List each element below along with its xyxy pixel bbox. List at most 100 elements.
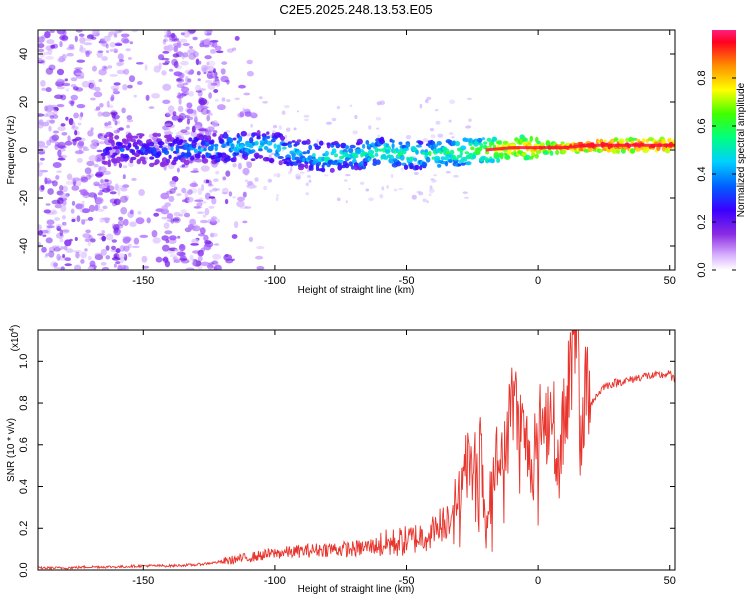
spectrogram-ridge-mark xyxy=(183,159,190,166)
spectrogram-ridge-mark xyxy=(191,141,197,147)
spectrogram-ridge-mark xyxy=(460,145,467,151)
spectrogram-ridge-mark xyxy=(362,144,366,149)
spectrogram-noise-mark xyxy=(44,177,48,185)
spectrogram-speckle-mark xyxy=(368,197,374,202)
spectrogram-noise-mark xyxy=(41,34,49,39)
spectrogram-noise-mark xyxy=(226,48,234,53)
spectrogram-noise-mark xyxy=(70,100,75,107)
snr-x-tick-label: -150 xyxy=(132,575,154,587)
spectrogram-noise-mark xyxy=(224,79,230,83)
spectrogram-noise-mark xyxy=(203,234,209,242)
spectrogram-noise-mark xyxy=(163,38,168,42)
spectrogram-noise-mark xyxy=(192,250,201,254)
spectrogram-ridge-mark xyxy=(317,145,322,149)
spectrogram-noise-mark xyxy=(75,72,82,76)
spectrogram-noise-mark xyxy=(42,58,46,65)
spectrogram-noise-mark xyxy=(110,96,114,102)
spectrogram-speckle-mark xyxy=(305,192,310,196)
spectrogram-speckle-mark xyxy=(398,188,403,190)
spectrogram-ridge-mark xyxy=(365,140,370,145)
spectrogram-ridge-mark xyxy=(214,143,219,148)
spectrogram-noise-mark xyxy=(193,206,202,209)
spectrogram-ridge-mark xyxy=(415,144,422,148)
spectrogram-noise-mark xyxy=(198,60,202,65)
spectrogram-noise-mark xyxy=(38,140,46,148)
spectrogram-ridge-mark xyxy=(349,144,356,149)
spectrogram-noise-mark xyxy=(88,204,96,212)
spectrogram-ridge-mark xyxy=(413,157,418,162)
spectrogram-ridge-mark xyxy=(374,147,379,153)
spectrogram-noise-mark xyxy=(237,196,245,202)
spectrogram-noise-mark xyxy=(170,32,176,39)
spectrogram-noise-mark xyxy=(120,33,130,38)
spectrogram-noise-mark xyxy=(207,70,216,74)
spectrogram-noise-mark xyxy=(98,79,103,82)
spectrogram-ridge-mark xyxy=(418,140,424,145)
spectrogram-speckle-mark xyxy=(246,161,249,166)
spectrogram-ridge-mark xyxy=(367,149,375,155)
spectrogram-noise-mark xyxy=(200,107,209,115)
spectrogram-speckle-mark xyxy=(419,103,423,109)
spectrogram-ridge-mark xyxy=(667,137,672,143)
spectrogram-noise-mark xyxy=(38,113,45,117)
spectrogram-x-tick-label: -150 xyxy=(132,275,154,287)
spectrogram-noise-mark xyxy=(181,187,187,194)
spectrogram-noise-mark xyxy=(64,140,73,146)
spectrogram-speckle-mark xyxy=(422,198,427,203)
spectrogram-ridge-mark xyxy=(185,151,192,158)
spectrogram-ridge-mark xyxy=(344,145,350,150)
spectrogram-ridge-mark xyxy=(459,151,463,157)
spectrogram-speckle-mark xyxy=(222,192,228,195)
spectrogram-ridge-mark xyxy=(320,167,326,173)
spectrogram-ridge-mark xyxy=(348,147,354,154)
spectrogram-noise-mark xyxy=(48,125,52,132)
spectrogram-noise-mark xyxy=(177,235,181,239)
spectrogram-noise-mark xyxy=(128,75,136,83)
colorbar-tick-label: 0.8 xyxy=(696,70,708,85)
spectrogram-speckle-mark xyxy=(300,171,305,174)
spectrogram-ridge-mark xyxy=(379,139,385,145)
spectrogram-noise-mark xyxy=(68,118,74,126)
spectrogram-noise-mark xyxy=(109,41,116,48)
spectrogram-noise-mark xyxy=(123,218,129,226)
spectrogram-noise-mark xyxy=(101,230,105,234)
spectrogram-noise-mark xyxy=(128,161,134,168)
spectrogram-ridge-mark xyxy=(324,150,329,157)
spectrogram-ridge-mark xyxy=(287,141,292,145)
spectrogram-noise-mark xyxy=(248,236,254,242)
spectrogram-noise-mark xyxy=(59,238,64,243)
spectrogram-noise-mark xyxy=(39,51,46,58)
spectrogram-noise-mark xyxy=(239,205,248,210)
snr-x-tick-label: -50 xyxy=(399,575,415,587)
spectrogram-noise-mark xyxy=(112,88,118,92)
spectrogram-ridge-mark xyxy=(631,137,638,141)
spectrogram-noise-mark xyxy=(173,71,183,77)
spectrogram-speckle-mark xyxy=(212,126,215,131)
spectrogram-noise-mark xyxy=(211,120,219,128)
spectrogram-ridge-mark xyxy=(250,158,256,162)
spectrogram-ridge-mark xyxy=(363,161,368,167)
spectrogram-ridge-mark xyxy=(625,137,629,143)
spectrogram-noise-mark xyxy=(107,154,112,159)
spectrogram-noise-mark xyxy=(41,246,47,253)
spectrogram-noise-mark xyxy=(59,34,69,41)
spectrogram-noise-mark xyxy=(187,49,196,55)
spectrogram-noise-mark xyxy=(59,229,64,237)
spectrogram-noise-mark xyxy=(87,266,94,270)
spectrogram-noise-mark xyxy=(233,221,239,229)
spectrogram-noise-mark xyxy=(73,178,76,186)
spectrogram-speckle-mark xyxy=(462,191,468,194)
spectrogram-noise-mark xyxy=(246,59,253,65)
spectrogram-noise-mark xyxy=(164,131,173,135)
spectrogram-ridge-mark xyxy=(135,145,139,150)
spectrogram-noise-mark xyxy=(100,262,107,266)
spectrogram-noise-mark xyxy=(180,129,188,134)
spectrogram-speckle-mark xyxy=(267,178,273,183)
spectrogram-noise-mark xyxy=(244,179,249,183)
spectrogram-noise-mark xyxy=(206,114,211,122)
spectrogram-noise-mark xyxy=(58,55,65,63)
spectrogram-noise-mark xyxy=(47,188,54,195)
spectrogram-noise-mark xyxy=(96,50,103,59)
spectrogram-noise-mark xyxy=(206,61,210,66)
spectrogram-noise-mark xyxy=(198,98,208,105)
